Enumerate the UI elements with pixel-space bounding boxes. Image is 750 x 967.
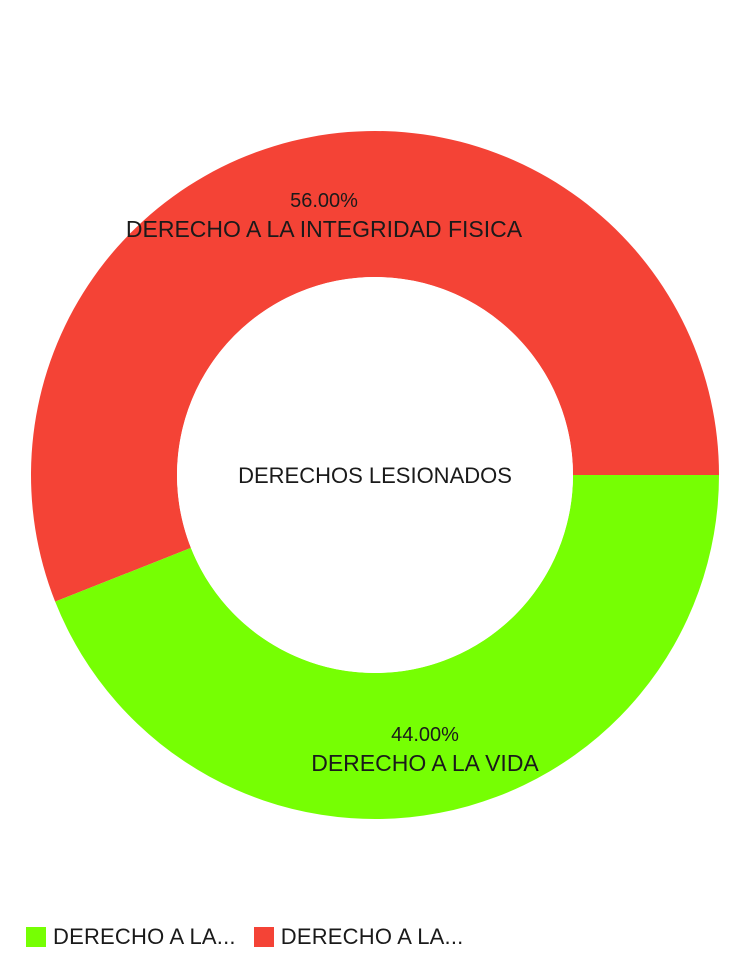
slice-vida[interactable] bbox=[55, 475, 720, 819]
legend-label-vida: DERECHO A LA... bbox=[53, 924, 236, 949]
slice-percent-label-vida: 44.00% bbox=[391, 724, 459, 746]
center-label: DERECHOS LESIONADOS bbox=[238, 463, 512, 488]
legend-item-vida[interactable]: DERECHO A LA... bbox=[26, 924, 236, 950]
legend-swatch-vida bbox=[26, 927, 46, 947]
donut-hole bbox=[177, 277, 573, 673]
slice-integridad-fisica[interactable] bbox=[31, 130, 720, 602]
legend-swatch-integridad bbox=[253, 927, 274, 947]
slice-name-label-vida: DERECHO A LA VIDA bbox=[311, 750, 539, 776]
legend-item-integridad[interactable]: DERECHO A LA... bbox=[253, 924, 464, 950]
donut-slices bbox=[31, 130, 720, 819]
legend-label-integridad: DERECHO A LA... bbox=[280, 924, 464, 949]
slice-percent-label-integridad: 56.00% bbox=[290, 190, 358, 212]
legend: DERECHO A LA... DERECHO A LA... bbox=[26, 922, 481, 952]
slice-name-label-integridad: DERECHO A LA INTEGRIDAD FISICA bbox=[126, 216, 523, 242]
